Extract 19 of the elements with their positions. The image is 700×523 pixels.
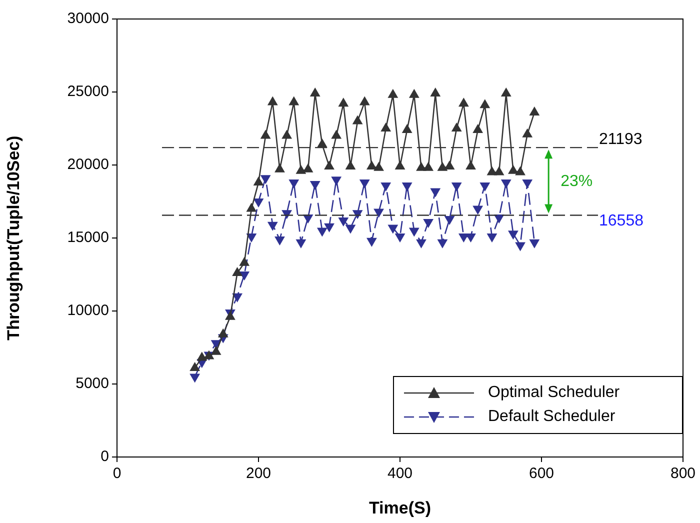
x-tick-label: 800 <box>670 465 696 482</box>
x-axis-title: Time(S) <box>368 498 432 518</box>
ref-line-label: 21193 <box>599 130 642 148</box>
y-tick-label: 0 <box>100 448 109 466</box>
y-tick-label: 30000 <box>67 10 109 28</box>
y-tick-label: 15000 <box>67 229 109 246</box>
x-tick-label: 400 <box>387 465 413 482</box>
legend-label: Default Scheduler <box>488 408 616 426</box>
x-tick-label: 600 <box>528 465 554 482</box>
x-tick-label: 0 <box>112 465 122 482</box>
y-tick-label: 25000 <box>67 83 109 100</box>
y-tick-label: 20000 <box>67 156 109 174</box>
y-tick-label: 10000 <box>67 302 109 320</box>
y-tick-label: 5000 <box>76 375 109 392</box>
legend-label: Optimal Scheduler <box>488 384 620 402</box>
y-axis-title: Throughput(Tuple/10Sec) <box>4 136 23 340</box>
x-tick-label: 200 <box>246 465 272 482</box>
ref-line-label: 16558 <box>599 212 644 230</box>
annotation: 23% <box>560 172 593 190</box>
